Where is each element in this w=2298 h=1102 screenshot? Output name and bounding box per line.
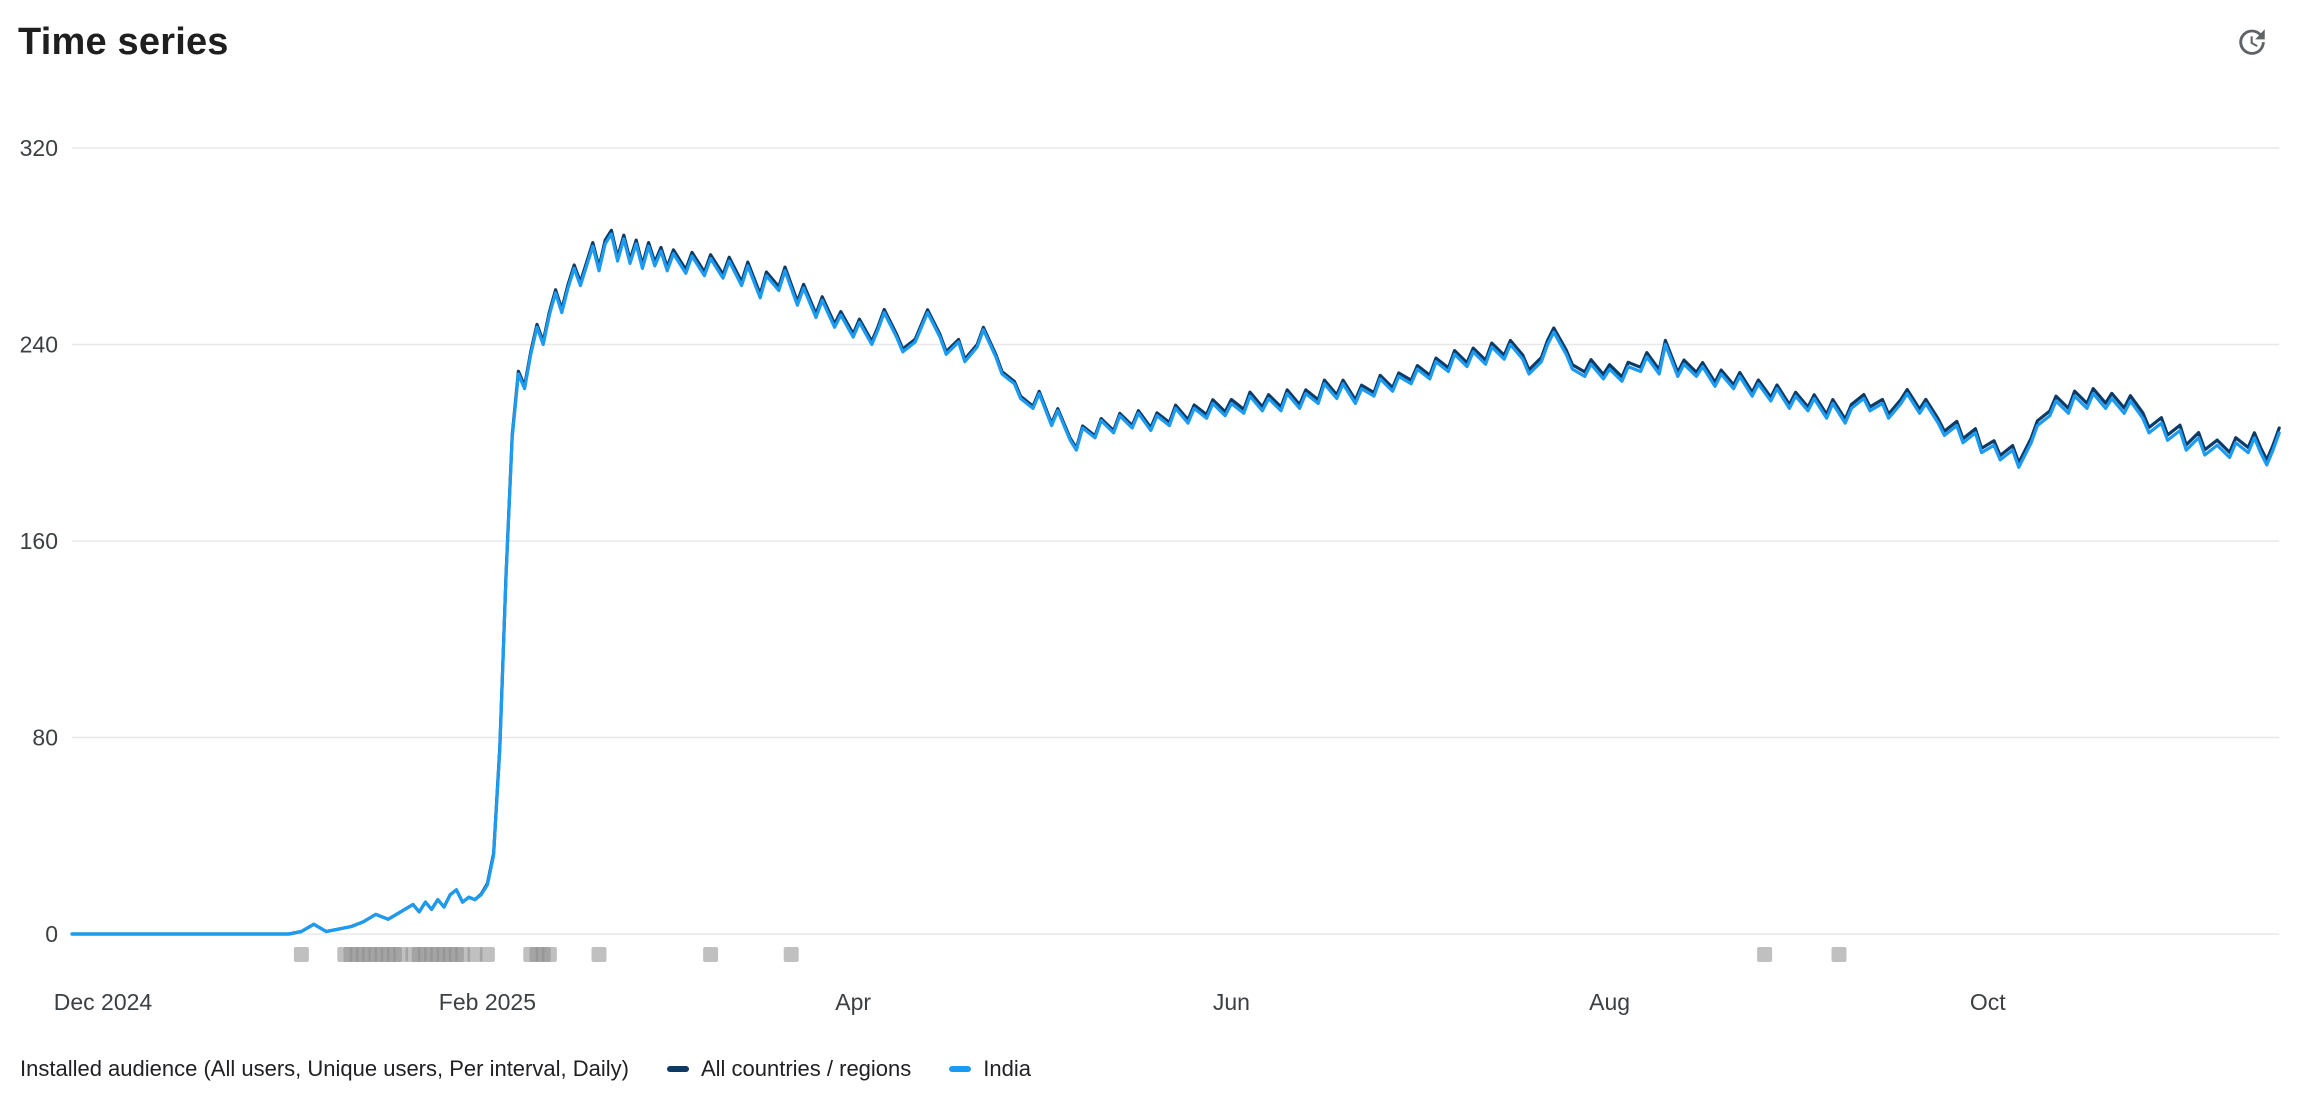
release-event-marker[interactable] <box>455 947 471 962</box>
release-event-marker[interactable] <box>541 947 557 962</box>
y-axis-tick-label: 0 <box>45 921 58 947</box>
release-event-marker[interactable] <box>591 947 607 962</box>
card-header: Time series <box>18 14 2274 70</box>
legend-label-all-countries: All countries / regions <box>700 1056 912 1081</box>
legend-item-all-countries: All countries / regions <box>666 1056 912 1082</box>
x-axis-tick-label: Dec 2024 <box>54 989 153 1015</box>
release-event-marker[interactable] <box>783 947 799 962</box>
release-event-marker[interactable] <box>393 947 409 962</box>
release-event-marker[interactable] <box>1831 947 1847 962</box>
release-event-marker[interactable] <box>1757 947 1773 962</box>
x-axis-tick-label: Feb 2025 <box>439 989 536 1015</box>
y-axis-tick-label: 320 <box>20 135 58 161</box>
release-event-marker[interactable] <box>479 947 495 962</box>
update-clock-icon <box>2235 25 2269 59</box>
chart-legend: Installed audience (All users, Unique us… <box>20 1052 2278 1086</box>
x-axis-tick-label: Oct <box>1970 989 2006 1015</box>
legend-metric-label: Installed audience (All users, Unique us… <box>20 1056 629 1081</box>
y-axis-tick-label: 80 <box>32 725 58 751</box>
legend-item-india: India <box>949 1056 1031 1082</box>
release-event-marker[interactable] <box>467 947 483 962</box>
x-axis-tick-label: Aug <box>1589 989 1630 1015</box>
page-title: Time series <box>18 20 229 63</box>
india-swatch-icon <box>949 1066 972 1072</box>
release-event-marker[interactable] <box>293 947 309 962</box>
interval-settings-button[interactable] <box>2230 20 2274 64</box>
series-line-all-countries[interactable] <box>70 228 2281 936</box>
y-axis-tick-label: 160 <box>20 528 58 554</box>
series-line-india[interactable] <box>70 232 2281 936</box>
release-event-marker[interactable] <box>703 947 719 962</box>
y-axis-tick-label: 240 <box>20 332 58 358</box>
all-countries-swatch-icon <box>666 1066 689 1072</box>
time-series-chart[interactable]: 0 80 160 240 320 Dec 2024 Feb 2025 Apr Jun Aug Oct <box>0 0 2298 1030</box>
x-axis-tick-label: Apr <box>835 989 871 1015</box>
x-axis-tick-label: Jun <box>1213 989 1250 1015</box>
legend-label-india: India <box>983 1056 1031 1081</box>
